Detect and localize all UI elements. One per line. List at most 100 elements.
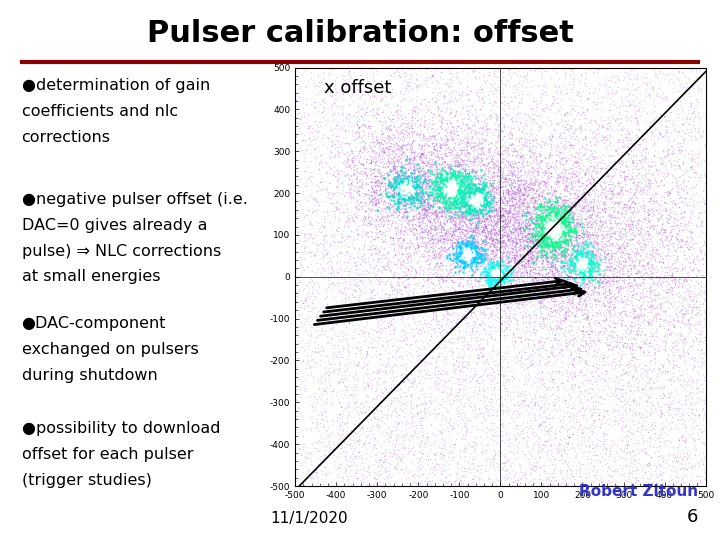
Point [472,378,484,387]
Point [306,299,318,308]
Point [537,287,549,296]
Point [329,84,341,92]
Point [654,393,666,402]
Point [379,264,391,273]
Point [515,152,526,160]
Point [508,220,519,229]
Point [539,211,551,219]
Point [492,155,504,164]
Point [428,192,439,200]
Point [566,213,577,221]
Point [473,403,485,412]
Point [502,230,513,239]
Point [502,291,513,299]
Point [413,174,425,183]
Point [480,247,492,255]
Point [506,197,518,205]
Point [528,218,540,226]
Point [445,338,456,347]
Point [584,253,595,261]
Point [532,211,544,219]
Point [651,196,662,205]
Point [568,356,580,364]
Point [548,272,559,280]
Point [483,176,495,184]
Point [521,219,533,228]
Point [577,237,588,245]
Point [513,256,525,265]
Point [516,268,527,277]
Point [377,127,388,136]
Point [635,318,647,326]
Point [564,392,576,401]
Point [476,93,487,102]
Point [462,145,473,154]
Point [542,357,554,366]
Point [401,282,413,291]
Point [477,195,489,204]
Point [474,396,485,404]
Point [492,220,503,228]
Point [670,456,681,464]
Point [517,210,528,218]
Point [405,243,416,252]
Point [618,167,629,176]
Point [376,134,387,143]
Point [687,340,698,349]
Point [361,88,373,97]
Point [354,123,365,131]
Point [343,121,354,130]
Point [524,288,536,296]
Point [315,254,327,262]
Point [450,189,462,198]
Point [500,180,511,189]
Point [586,273,598,281]
Point [564,110,576,118]
Point [485,212,496,220]
Point [647,255,659,264]
Point [636,151,648,160]
Point [377,480,389,488]
Point [496,126,508,135]
Point [524,248,536,257]
Point [500,428,511,437]
Point [418,201,430,210]
Point [518,226,530,234]
Point [672,189,684,198]
Point [572,256,583,265]
Point [307,238,318,246]
Point [664,481,675,490]
Point [346,449,358,457]
Point [456,190,468,198]
Point [607,207,618,216]
Point [666,284,678,292]
Point [298,130,310,139]
Point [488,335,500,344]
Point [378,448,390,457]
Point [368,405,379,414]
Point [389,188,400,197]
Point [549,234,561,242]
Point [477,309,489,318]
Point [364,275,376,284]
Point [615,63,626,71]
Point [463,458,474,467]
Point [451,203,462,212]
Point [514,195,526,204]
Point [441,187,453,196]
Point [426,467,437,476]
Point [316,221,328,230]
Point [625,287,636,296]
Point [662,280,673,289]
Point [473,198,485,207]
Point [578,171,590,180]
Point [485,186,497,194]
Point [429,262,441,271]
Point [551,325,562,333]
Point [476,209,487,218]
Point [672,113,683,122]
Point [313,159,325,168]
Point [362,77,374,86]
Point [420,221,431,230]
Point [554,392,565,401]
